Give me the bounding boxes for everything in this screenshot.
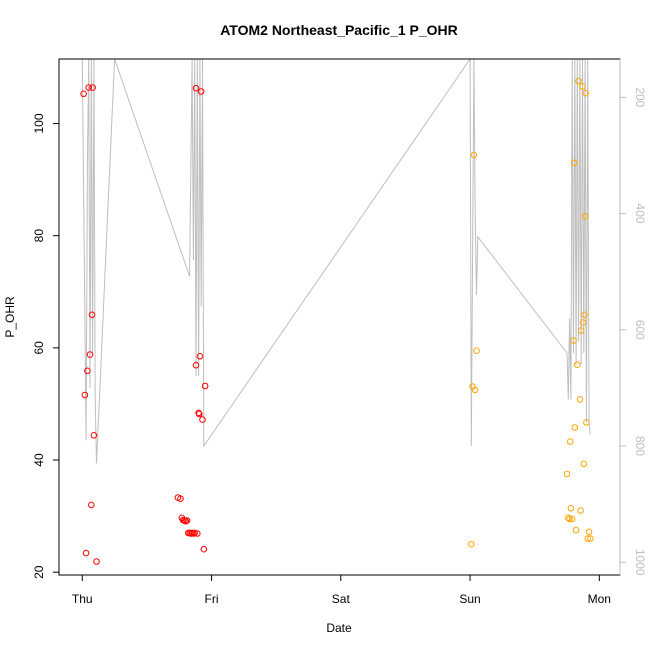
data-point — [565, 514, 572, 522]
data-point — [82, 549, 90, 557]
data-point — [581, 213, 589, 220]
data-point — [566, 515, 573, 523]
data-point — [88, 311, 96, 319]
plot-frame — [58, 58, 621, 576]
data-point — [570, 337, 577, 344]
data-point — [570, 159, 578, 167]
y-tick-label: 60 — [32, 341, 46, 355]
data-point — [196, 353, 204, 360]
data-point — [195, 409, 202, 417]
data-point — [581, 311, 588, 319]
data-point — [471, 386, 479, 394]
y-axis-label: P_OHR — [3, 296, 17, 338]
data-point — [583, 419, 590, 426]
data-point — [580, 460, 588, 468]
y-tick-label: 80 — [32, 229, 46, 243]
y2-tick-label: 600 — [633, 320, 647, 340]
y-tick-label: 40 — [32, 453, 46, 467]
data-point — [572, 526, 580, 534]
y2-tick-label: 200 — [633, 87, 647, 107]
y2-tick-label: 1000 — [633, 549, 647, 576]
data-point — [85, 84, 92, 91]
data-point — [86, 351, 94, 358]
axes-layer: Thu Fri Sat Sun Mon 20 40 60 80 100 200 400 600 800 10… — [32, 59, 647, 606]
data-point — [468, 540, 475, 548]
plot-layer — [80, 59, 594, 565]
data-point — [571, 424, 579, 431]
chart-title: ATOM2 Northeast_Pacific_1 P_OHR — [220, 22, 458, 38]
data-point — [577, 327, 585, 334]
data-point — [93, 558, 100, 565]
data-point — [89, 84, 96, 91]
data-point — [566, 438, 574, 445]
x-tick-label: Thu — [72, 592, 93, 606]
data-point — [574, 361, 581, 369]
depth-profile-line — [81, 59, 591, 464]
data-point — [183, 517, 191, 524]
data-point — [587, 535, 594, 542]
data-point — [470, 151, 478, 159]
data-point — [201, 382, 209, 390]
x-axis-label: Date — [326, 621, 352, 635]
data-point — [200, 545, 208, 553]
data-point — [80, 90, 87, 98]
x-tick-label: Mon — [588, 592, 611, 606]
x-tick-label: Sun — [459, 592, 480, 606]
data-point — [199, 416, 206, 423]
data-point — [473, 347, 480, 355]
data-point — [177, 495, 184, 503]
data-point — [585, 528, 593, 536]
data-point — [192, 361, 200, 369]
data-point — [84, 367, 91, 375]
x-tick-label: Fri — [205, 592, 219, 606]
data-point — [197, 88, 205, 95]
data-point — [567, 505, 575, 512]
data-point — [576, 396, 584, 403]
y2-tick-label: 400 — [633, 204, 647, 224]
y-tick-label: 20 — [32, 565, 46, 579]
data-point — [577, 507, 584, 514]
data-point — [194, 530, 201, 537]
y-tick-label: 100 — [32, 113, 46, 133]
data-point — [192, 84, 200, 92]
data-point — [582, 89, 590, 97]
data-point — [575, 77, 582, 85]
data-point — [563, 470, 571, 478]
x-tick-label: Sat — [332, 592, 351, 606]
data-point — [191, 529, 198, 537]
data-point — [90, 432, 98, 439]
data-point — [584, 535, 592, 542]
data-point — [196, 410, 203, 418]
data-point — [579, 83, 586, 90]
data-point — [568, 515, 576, 523]
data-point — [579, 319, 587, 326]
y2-tick-label: 800 — [633, 436, 647, 456]
data-point — [88, 501, 95, 509]
data-point — [81, 391, 89, 399]
